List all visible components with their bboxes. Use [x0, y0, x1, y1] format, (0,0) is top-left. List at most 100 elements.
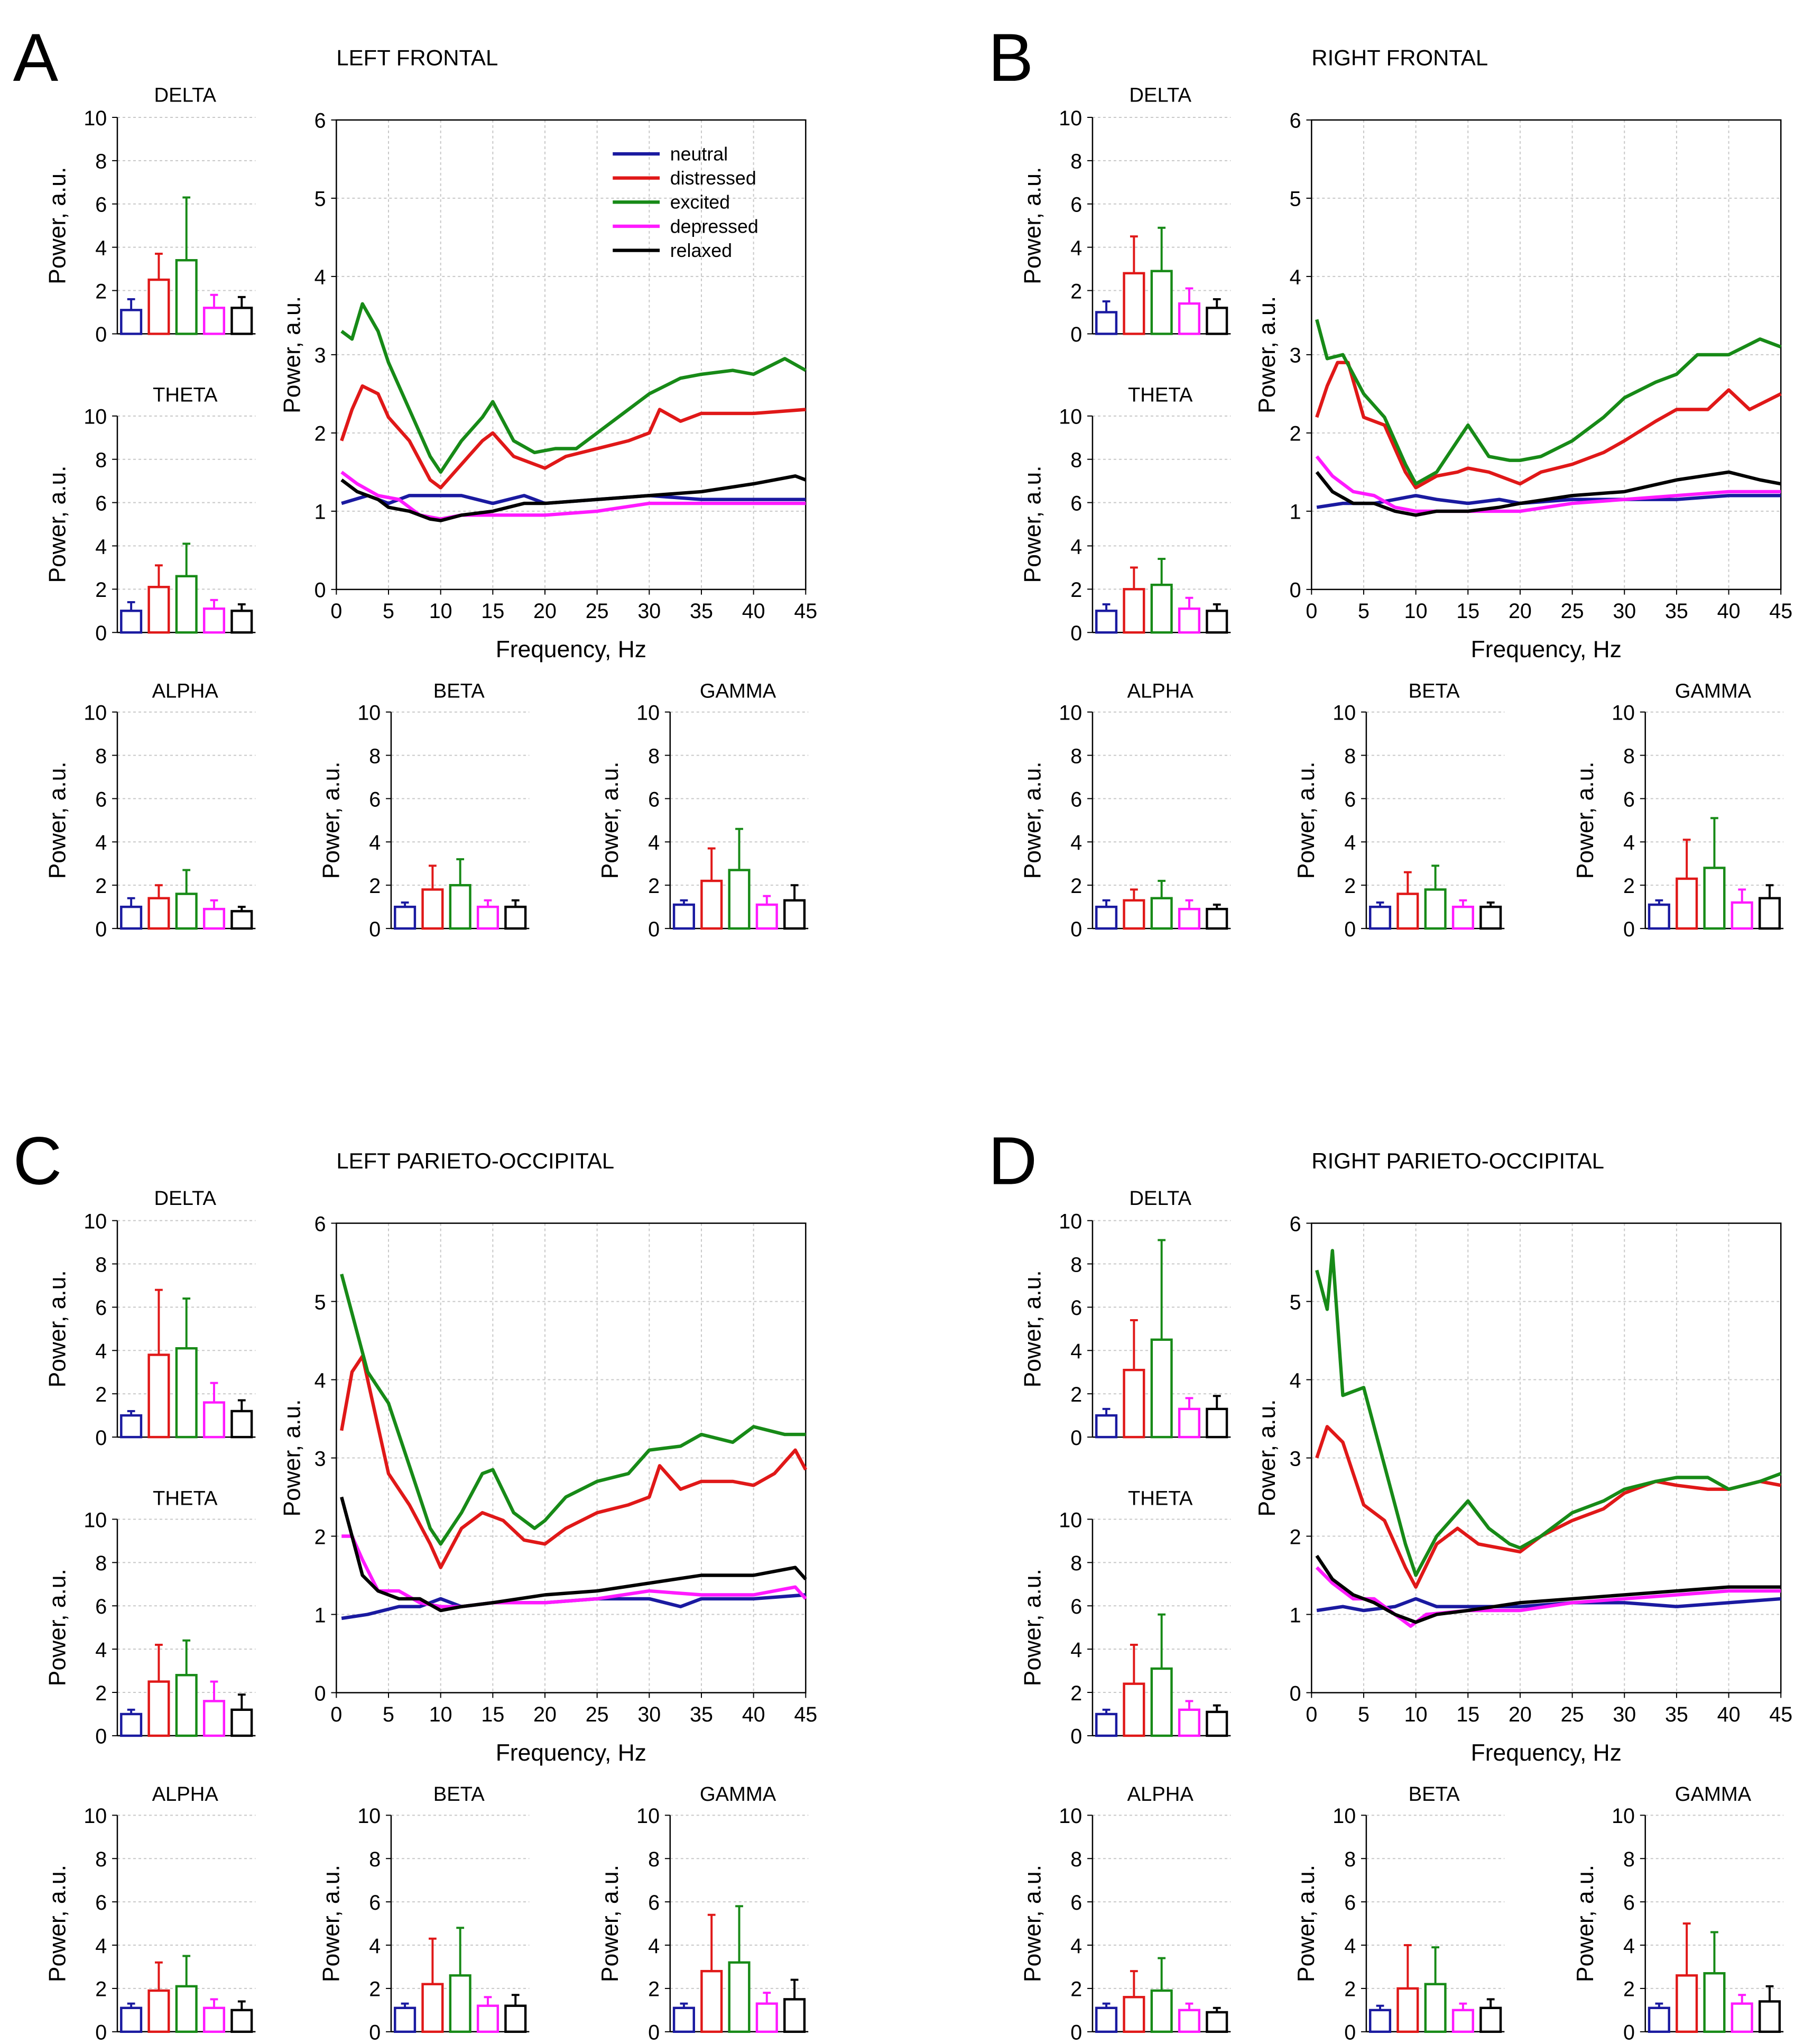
y-tick-label: 6 — [314, 1212, 326, 1236]
y-tick-label: 4 — [1344, 831, 1356, 854]
y-tick-label: 0 — [1070, 1426, 1082, 1450]
y-axis-label: Power, a.u. — [279, 1400, 305, 1517]
y-tick-label: 10 — [84, 1508, 107, 1532]
bar-distressed — [1123, 1996, 1145, 2033]
y-tick-label: 10 — [1612, 702, 1635, 725]
legend-label-neutral: neutral — [670, 143, 728, 164]
bar-excited — [175, 575, 198, 634]
bar-distressed — [147, 1989, 170, 2033]
bar-relaxed — [1206, 2011, 1228, 2033]
y-tick-label: 2 — [648, 874, 660, 898]
y-tick-label: 6 — [95, 194, 107, 217]
y-tick-label: 2 — [95, 578, 107, 602]
x-tick-label: 35 — [1665, 1703, 1688, 1726]
series-line-neutral — [1316, 1597, 1781, 1613]
y-tick-label: 10 — [1333, 1804, 1356, 1828]
y-tick-label: 8 — [648, 744, 660, 768]
y-tick-label: 4 — [1290, 266, 1301, 289]
bar-relaxed — [1206, 1710, 1228, 1737]
y-tick-label: 2 — [1070, 280, 1082, 303]
x-tick-label: 20 — [1509, 1703, 1532, 1726]
bar-depressed — [476, 2004, 499, 2033]
y-tick-label: 4 — [314, 266, 326, 289]
y-tick-label: 8 — [95, 1253, 107, 1276]
bar-neutral — [1368, 2009, 1392, 2033]
y-tick-label: 4 — [1070, 236, 1082, 260]
bar-relaxed — [504, 2004, 527, 2033]
y-axis-label: Power, a.u. — [279, 296, 305, 413]
y-tick-label: 6 — [369, 1891, 381, 1914]
bar-relaxed — [230, 307, 253, 335]
y-axis-label: Power, a.u. — [44, 1270, 70, 1387]
y-tick-label: 6 — [1070, 788, 1082, 811]
band-chart-beta: BETA 0 2 4 6 8 10 Power, a.u. — [1293, 1783, 1505, 2044]
y-tick-label: 8 — [1070, 1848, 1082, 1871]
band-chart-gamma: GAMMA 0 2 4 6 8 10 Power, a.u. — [1572, 680, 1784, 941]
y-tick-label: 2 — [1344, 1978, 1356, 2001]
y-tick-label: 4 — [95, 535, 107, 558]
panel-title: RIGHT FRONTAL — [1311, 45, 1488, 70]
y-tick-label: 0 — [1070, 323, 1082, 346]
y-tick-label: 4 — [369, 1935, 381, 1958]
y-tick-label: 6 — [95, 1891, 107, 1914]
bar-depressed — [1451, 905, 1474, 930]
bar-excited — [175, 1985, 198, 2033]
bar-relaxed — [1479, 905, 1502, 930]
bar-excited — [728, 1961, 751, 2033]
bar-distressed — [1396, 1987, 1419, 2033]
bar-neutral — [120, 905, 143, 930]
legend-label-excited: excited — [670, 192, 730, 213]
bar-distressed — [147, 1680, 170, 1737]
bar-excited — [449, 884, 471, 930]
y-tick-label: 5 — [314, 188, 326, 211]
bar-distressed — [1396, 892, 1419, 930]
bar-excited — [175, 1347, 198, 1439]
x-tick-label: 15 — [481, 1703, 504, 1726]
y-tick-label: 10 — [636, 702, 660, 725]
bar-neutral — [120, 1414, 143, 1439]
y-axis-label: Power, a.u. — [44, 1569, 70, 1686]
y-tick-label: 2 — [1623, 874, 1635, 898]
bar-neutral — [120, 610, 143, 634]
y-tick-label: 8 — [95, 744, 107, 768]
y-axis-label: Power, a.u. — [318, 761, 344, 879]
y-tick-label: 0 — [1623, 2021, 1635, 2044]
bar-distressed — [147, 586, 170, 634]
y-tick-label: 8 — [95, 1552, 107, 1575]
band-title: BETA — [433, 1783, 485, 1806]
y-tick-label: 0 — [1344, 2021, 1356, 2044]
x-tick-label: 25 — [1561, 600, 1584, 623]
band-title: GAMMA — [700, 680, 776, 703]
x-tick-label: 30 — [1613, 600, 1636, 623]
y-tick-label: 0 — [648, 918, 660, 941]
y-axis-label: Power, a.u. — [597, 761, 623, 879]
x-tick-label: 25 — [1561, 1703, 1584, 1726]
y-tick-label: 10 — [84, 702, 107, 725]
y-tick-label: 5 — [314, 1291, 326, 1314]
legend-label-depressed: depressed — [670, 216, 758, 237]
y-tick-label: 10 — [84, 406, 107, 429]
y-tick-label: 1 — [1290, 501, 1301, 524]
bar-relaxed — [230, 1410, 253, 1439]
bar-neutral — [120, 2006, 143, 2033]
bar-relaxed — [1206, 908, 1228, 930]
bar-depressed — [202, 1401, 226, 1439]
x-axis-label: Frequency, Hz — [496, 637, 646, 662]
y-tick-label: 8 — [1344, 744, 1356, 768]
band-title: BETA — [433, 680, 485, 703]
bar-depressed — [755, 903, 778, 930]
y-tick-label: 8 — [1623, 744, 1635, 768]
y-tick-label: 8 — [1344, 1848, 1356, 1871]
y-axis-label: Power, a.u. — [1020, 466, 1046, 583]
y-tick-label: 10 — [84, 1210, 107, 1233]
bar-depressed — [202, 908, 226, 930]
y-tick-label: 3 — [1290, 1447, 1301, 1470]
x-tick-label: 30 — [637, 1703, 661, 1726]
x-tick-label: 0 — [330, 1703, 342, 1726]
bar-relaxed — [504, 905, 527, 930]
y-tick-label: 8 — [369, 1848, 381, 1871]
y-tick-label: 2 — [1290, 1525, 1301, 1549]
